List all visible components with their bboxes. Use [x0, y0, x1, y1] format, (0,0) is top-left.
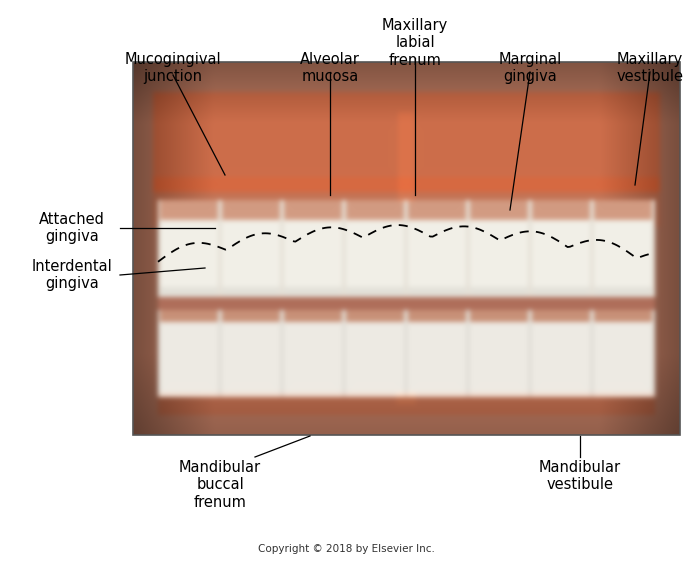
Text: Maxillary
vestibule: Maxillary vestibule — [617, 52, 683, 84]
Text: Mandibular
vestibule: Mandibular vestibule — [539, 460, 621, 492]
Text: Maxillary
labial
frenum: Maxillary labial frenum — [382, 18, 448, 68]
Text: Mucogingival
junction: Mucogingival junction — [125, 52, 221, 84]
Text: Attached
gingiva: Attached gingiva — [39, 212, 105, 244]
Text: Mandibular
buccal
frenum: Mandibular buccal frenum — [179, 460, 261, 510]
Text: Marginal
gingiva: Marginal gingiva — [498, 52, 561, 84]
Text: Alveolar
mucosa: Alveolar mucosa — [300, 52, 360, 84]
Text: Copyright © 2018 by Elsevier Inc.: Copyright © 2018 by Elsevier Inc. — [258, 544, 435, 554]
Text: Interdental
gingiva: Interdental gingiva — [32, 259, 112, 291]
Bar — [133, 62, 680, 435]
